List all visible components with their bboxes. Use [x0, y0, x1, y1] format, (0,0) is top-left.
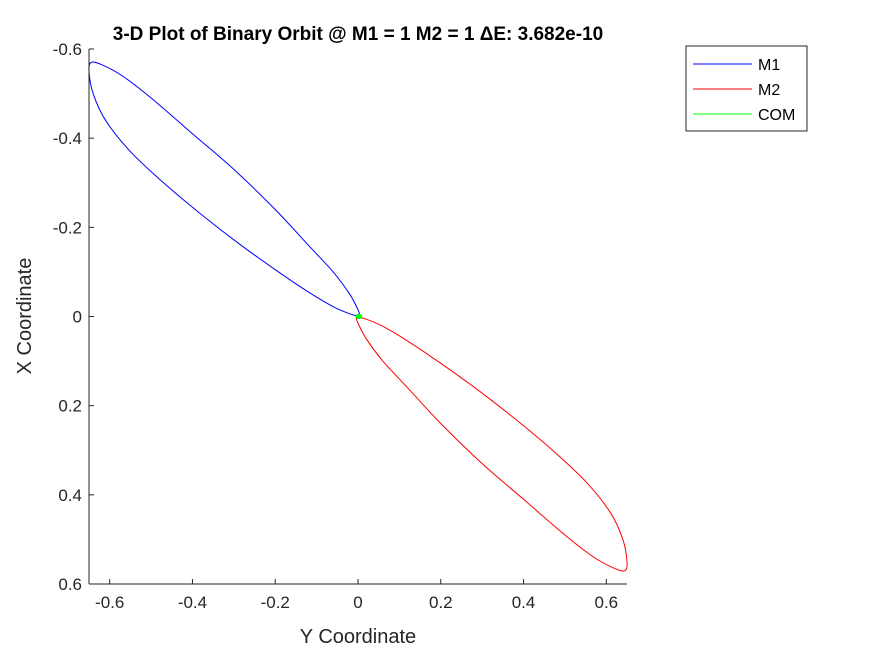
x-tick-label: -0.2 [261, 593, 290, 612]
y-tick-label: -0.4 [53, 129, 82, 148]
x-tick-label: 0.4 [512, 593, 536, 612]
y-tick-label: 0 [73, 308, 82, 327]
x-tick-label: 0.6 [594, 593, 618, 612]
y-tick-label: -0.2 [53, 218, 82, 237]
y-axis-label: X Coordinate [14, 258, 36, 375]
x-tick-label: 0.2 [429, 593, 453, 612]
y-tick-label: 0.2 [58, 397, 82, 416]
x-axis-label: Y Coordinate [300, 626, 416, 648]
x-tick-label: 0 [353, 593, 362, 612]
x-tick-label: -0.4 [178, 593, 207, 612]
legend-label-m1: M1 [758, 57, 780, 74]
legend-label-com: COM [758, 107, 795, 124]
axes-layer: -0.6 -0.4 -0.2 0 0.2 0.4 0.6 -0.6 -0.4 -0.2 0 0.2 0.… [53, 40, 627, 612]
y-tick-label: 0.6 [58, 575, 82, 594]
x-tick-label: -0.6 [95, 593, 124, 612]
series-m2-line [355, 316, 628, 572]
legend-label-m2: M2 [758, 82, 780, 99]
y-tick-label: -0.6 [53, 40, 82, 59]
y-tick-label: 0.4 [58, 486, 82, 505]
legend: M1 M2 COM [685, 45, 808, 132]
chart-title: 3-D Plot of Binary Orbit @ M1 = 1 M2 = 1… [113, 24, 603, 45]
